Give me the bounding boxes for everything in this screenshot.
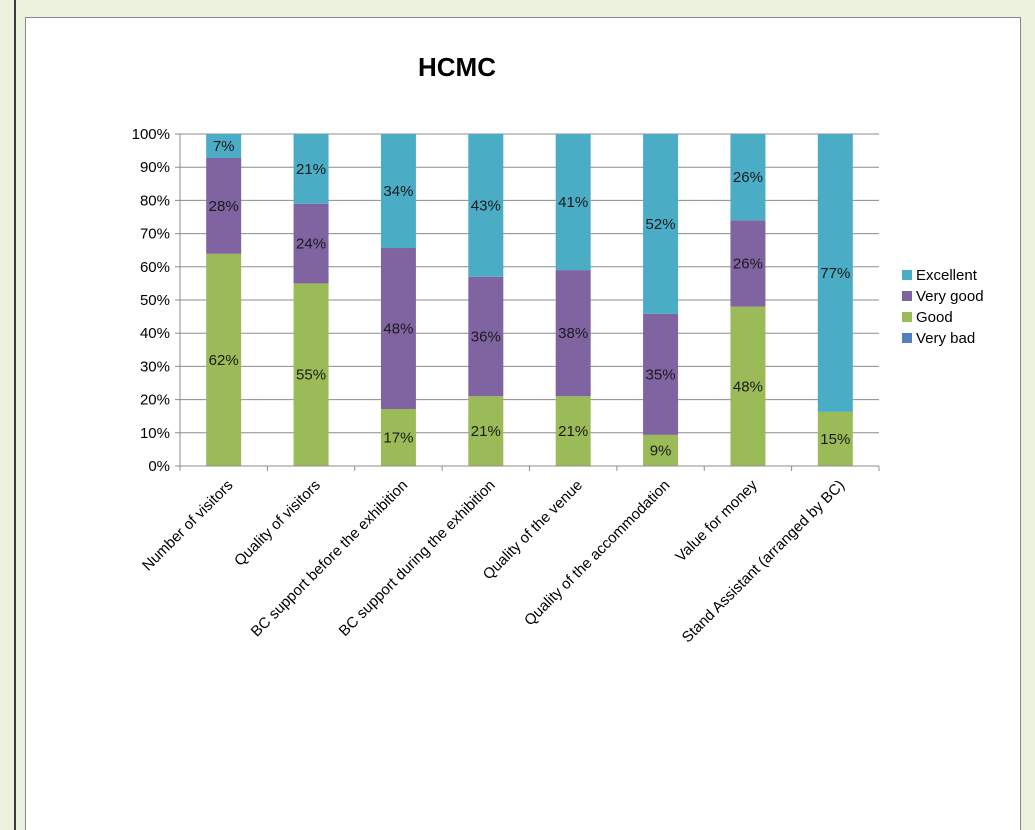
bar-segment-very-good: [206, 157, 242, 254]
data-label: 55%: [296, 367, 326, 384]
bar-segment-good: [643, 434, 679, 466]
x-category-label: BC support during the exhibition: [336, 477, 499, 640]
page-left-rule: [14, 0, 16, 830]
legend-label: Very bad: [916, 330, 975, 347]
data-label: 52%: [646, 216, 676, 233]
y-tick-label: 90%: [140, 159, 170, 176]
data-label: 48%: [733, 378, 763, 395]
y-tick-label: 100%: [132, 126, 170, 143]
legend-swatch: [902, 333, 912, 343]
data-label: 9%: [650, 442, 672, 459]
data-label: 26%: [733, 169, 763, 186]
bar-segment-good: [206, 253, 242, 466]
bar-segment-very-good: [293, 203, 329, 284]
x-category-label: Value for money: [672, 476, 761, 565]
y-tick-label: 10%: [140, 425, 170, 442]
bar-segment-very-good: [555, 270, 591, 397]
legend-swatch: [902, 312, 912, 322]
data-label: 41%: [558, 194, 588, 211]
data-label: 15%: [820, 431, 850, 448]
legend-swatch: [902, 291, 912, 301]
data-label: 26%: [733, 255, 763, 272]
bar-segment-excellent: [380, 134, 416, 249]
data-label: 48%: [383, 321, 413, 338]
data-label: 35%: [646, 366, 676, 383]
bar-segment-excellent: [468, 134, 504, 277]
legend-label: Very good: [916, 288, 984, 305]
y-tick-label: 20%: [140, 392, 170, 409]
legend-swatch: [902, 270, 912, 280]
legend-label: Good: [916, 309, 953, 326]
data-label: 21%: [558, 423, 588, 440]
y-tick-label: 40%: [140, 325, 170, 342]
y-tick-label: 80%: [140, 192, 170, 209]
stacked-bar-chart: HCMC 0% 10% 20% 30% 40% 50% 60% 70% 80% 90% 100% 6…: [132, 52, 984, 646]
bar-segment-very-good: [643, 313, 679, 435]
bar-segment-good: [468, 396, 504, 466]
y-tick-label: 0%: [148, 458, 170, 475]
data-label: 21%: [471, 423, 501, 440]
bar-segment-good: [293, 283, 329, 466]
data-label: 62%: [209, 352, 239, 369]
bar-segment-good: [555, 396, 591, 466]
bar-segment-excellent: [293, 134, 329, 204]
y-tick-label: 30%: [140, 358, 170, 375]
bar-segment-good: [380, 408, 416, 466]
x-category-label: BC support before the exhibition: [248, 477, 412, 641]
x-category-label: Quality of visitors: [231, 477, 324, 570]
bar-segment-very-good: [380, 248, 416, 409]
bar-segment-excellent: [206, 134, 242, 158]
data-label: 77%: [820, 265, 850, 282]
bar-segment-very-good: [468, 276, 504, 397]
data-label: 38%: [558, 325, 588, 342]
data-label: 7%: [213, 138, 235, 155]
x-category-label: Quality of the accommodation: [521, 477, 673, 629]
data-label: 28%: [209, 198, 239, 215]
x-category-label: Stand Assistant (arranged by BC): [679, 477, 848, 646]
bar-segment-good: [730, 306, 766, 466]
bar-segment-very-good: [730, 220, 766, 307]
data-label: 17%: [383, 429, 413, 446]
bar-segment-excellent: [730, 134, 766, 221]
data-label: 24%: [296, 236, 326, 253]
data-label: 36%: [471, 329, 501, 346]
data-label: 34%: [383, 183, 413, 200]
bar-segment-good: [817, 411, 853, 466]
bar-segment-excellent: [817, 134, 853, 412]
bar-segment-excellent: [555, 134, 591, 271]
y-tick-label: 70%: [140, 226, 170, 243]
chart-frame: HCMC 0% 10% 20% 30% 40% 50% 60% 70% 80% 90% 100% 6…: [25, 17, 1021, 830]
chart-title: HCMC: [418, 52, 496, 82]
x-category-label: Number of visitors: [139, 477, 236, 574]
bar-segment-excellent: [643, 134, 679, 314]
data-label: 21%: [296, 161, 326, 178]
y-tick-label: 50%: [140, 292, 170, 309]
y-tick-label: 60%: [140, 259, 170, 276]
legend-label: Excellent: [916, 267, 978, 284]
data-label: 43%: [471, 197, 501, 214]
